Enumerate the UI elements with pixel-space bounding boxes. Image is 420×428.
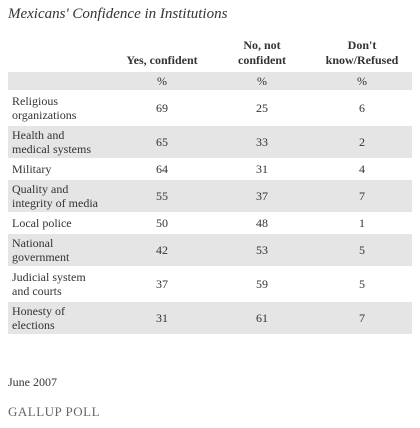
row-label: Health and medical systems [8,126,112,158]
unit-cell [8,72,112,90]
value-cell: 7 [312,180,412,212]
corner [8,36,112,70]
row: National government 42 53 5 [8,234,412,266]
row: Quality and integrity of media 55 37 7 [8,180,412,212]
value-cell: 61 [212,302,312,334]
value-cell: 42 [112,234,212,266]
column-header: Don't know/Refused [312,36,412,70]
value-cell: 31 [256,162,268,176]
unit-cell: % [312,72,412,90]
column-header: Yes, confident [112,36,212,70]
table: Yes, confident No, not confident Don't kno… [8,34,412,336]
row-label: Local police [8,214,112,232]
row: Local police 50 48 1 [8,214,412,232]
row-label-text: Local police [12,216,72,230]
row: Religious organizations 69 25 6 [8,92,412,124]
value-cell: 1 [359,216,365,230]
value-cell: 37 [156,277,168,291]
column-header-text: Don't know/Refused [325,38,399,67]
row-label: Quality and integrity of media [8,180,112,212]
value-cell: 4 [359,162,365,176]
row: Honesty of elections 31 61 7 [8,302,412,334]
value-cell: 6 [359,101,365,115]
row-label: Honesty of elections [8,302,112,334]
value-cell: 48 [256,216,268,230]
value-cell: 7 [312,302,412,334]
row-label-text: National government [12,236,70,264]
row-label: Religious organizations [8,92,112,124]
header-row: Yes, confident No, not confident Don't kno… [8,36,412,70]
value-cell: 33 [212,126,312,158]
column-header: No, not confident [212,36,312,70]
value-cell: 5 [359,277,365,291]
row-label-text: Health and medical systems [12,128,91,156]
value-cell: 31 [112,302,212,334]
row-label: Military [8,160,112,178]
unit-cell: % [112,72,212,90]
value-cell: 65 [112,126,212,158]
value-cell: 25 [256,101,268,115]
row-label: Judicial system and courts [8,268,112,300]
value-cell: 69 [156,101,168,115]
unit-cell: % [212,72,312,90]
unit-row: %%% [8,72,412,90]
row: Health and medical systems 65 33 2 [8,126,412,158]
column-header-text: Yes, confident [126,53,198,67]
row-label-text: Judicial system and courts [12,270,86,298]
value-cell: 50 [156,216,168,230]
column-header-text: No, not confident [238,38,286,67]
value-cell: 37 [212,180,312,212]
footnote: June 2007 [8,375,57,389]
value-cell: 5 [312,234,412,266]
value-cell: 55 [112,180,212,212]
row: Judicial system and courts 37 59 5 [8,268,412,300]
value-cell: 2 [312,126,412,158]
row-label-text: Religious organizations [12,94,77,122]
row-label: National government [8,234,112,266]
row: Military 64 31 4 [8,160,412,178]
row-label-text: Military [12,162,52,176]
value-cell: 64 [156,162,168,176]
value-cell: 59 [256,277,268,291]
title: Mexicans' Confidence in Institutions [8,6,228,22]
logo: GALLUP POLL [8,404,101,419]
row-label-text: Quality and integrity of media [12,182,98,210]
row-label-text: Honesty of elections [12,304,65,332]
value-cell: 53 [212,234,312,266]
